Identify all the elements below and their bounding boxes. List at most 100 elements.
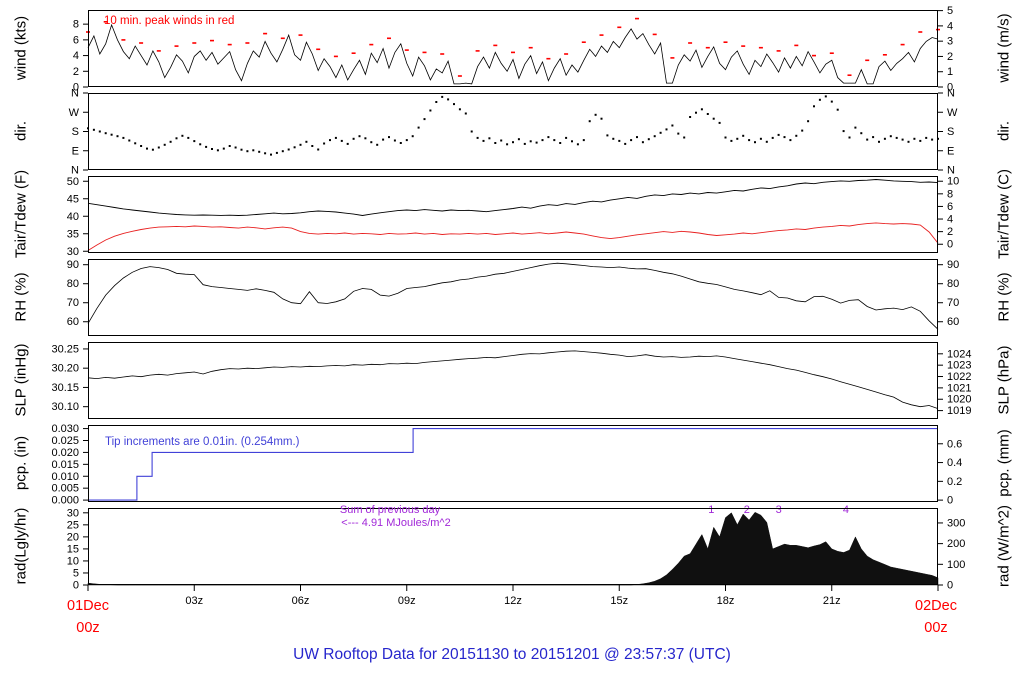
wind-direction-deg-point <box>612 137 615 140</box>
peak-wind-kts-point <box>351 52 356 54</box>
wind-direction-deg-point <box>393 139 396 142</box>
wind-direction-deg-point <box>346 142 349 145</box>
y-tick-label: 0 <box>947 239 953 251</box>
wind-direction-deg-point <box>299 143 302 146</box>
wind-direction-deg-point <box>435 101 438 103</box>
y-tick-label: 15 <box>67 543 79 555</box>
wind-direction-deg-point <box>240 148 243 151</box>
wind-direction-deg-point <box>151 148 154 151</box>
wind-direction-deg-point <box>901 138 904 141</box>
wind-direction-deg-point <box>352 137 355 140</box>
panel-frame <box>88 93 938 170</box>
y-tick-label: 0.025 <box>51 435 79 447</box>
y-tick-label: 30.10 <box>51 401 79 413</box>
peak-wind-kts-point <box>741 45 746 47</box>
wind-direction-deg-point <box>695 111 697 114</box>
peak-wind-kts-point <box>333 55 338 58</box>
wind-direction-deg-point <box>683 136 686 139</box>
wind-direction-deg-point <box>382 138 385 141</box>
y-tick-label: 90 <box>67 259 79 271</box>
wind-direction-deg-point <box>146 147 148 150</box>
wind-direction-deg-point <box>571 140 573 143</box>
wind-direction-deg-point <box>659 131 662 134</box>
y-tick-label: E <box>947 145 954 157</box>
x-tick-label: 12z <box>504 595 522 607</box>
start-hour: 00z <box>76 619 100 636</box>
wind-direction-deg-point <box>931 138 934 141</box>
y-tick-label: 0 <box>947 82 953 94</box>
wind-direction-deg-point <box>860 132 863 135</box>
peak-wind-kts-point <box>882 54 887 56</box>
wind-direction-deg-point <box>228 145 231 147</box>
wind-direction-deg-point <box>795 134 798 137</box>
y-tick-label: 45 <box>67 193 79 205</box>
rad-interval-marker: 4 <box>842 504 849 516</box>
rad-left-axis-title: rad(Lgly/hr) <box>12 507 30 585</box>
temperature-panel: 30 35 40 45 50 0 2 4 6 8 10 <box>67 176 960 258</box>
wind-direction-deg-point <box>512 141 514 144</box>
y-tick-label: 0.2 <box>947 476 962 488</box>
y-tick-label: 0 <box>947 495 953 507</box>
wind-direction-deg-point <box>104 132 107 135</box>
rh-right-axis-title: RH (%) <box>995 272 1013 322</box>
wind-direction-deg-point <box>883 137 886 140</box>
y-tick-label: 1019 <box>947 405 971 417</box>
y-tick-label: N <box>71 165 79 177</box>
wind-direction-deg-point <box>234 146 237 149</box>
y-tick-label: W <box>69 107 80 119</box>
wind-direction-deg-point <box>405 139 408 142</box>
wind-direction-deg-point <box>281 150 284 153</box>
y-tick-label: 30.25 <box>51 343 79 355</box>
wind-direction-deg-point <box>482 139 485 142</box>
peak-wind-kts-point <box>635 17 639 20</box>
wind-direction-deg-point <box>464 112 467 115</box>
y-tick-label: 0.000 <box>51 495 79 507</box>
y-tick-label: 10 <box>947 176 959 188</box>
y-tick-label: 0.6 <box>947 438 962 450</box>
panel-frame <box>88 259 938 336</box>
peak-wind-kts-point <box>546 57 551 60</box>
y-tick-label: 200 <box>947 538 965 550</box>
peak-wind-kts-point <box>617 26 622 29</box>
y-tick-label: 90 <box>947 259 959 271</box>
y-tick-label: W <box>947 107 958 119</box>
y-tick-label: 60 <box>947 316 959 328</box>
wind-direction-deg-point <box>559 142 562 144</box>
wind-direction-deg-point <box>134 142 137 145</box>
y-tick-label: 1 <box>947 66 953 78</box>
peak-wind-kts-point <box>688 42 693 44</box>
wind-direction-deg-point <box>712 117 715 120</box>
peak-wind-kts-point <box>139 42 144 44</box>
peak-wind-kts-point <box>263 32 268 35</box>
wind-direction-deg-point <box>517 138 520 141</box>
wind-direction-deg-point <box>706 113 709 115</box>
wind-direction-deg-point <box>759 137 762 140</box>
wind-direction-deg-point <box>630 139 633 142</box>
peak-wind-kts-point <box>440 53 445 55</box>
wind-direction-deg-point <box>98 130 101 133</box>
y-tick-label: 6 <box>947 201 953 213</box>
wind-direction-deg-point <box>700 108 703 111</box>
wind-direction-deg-point <box>458 108 461 111</box>
start-date: 01Dec <box>67 598 109 614</box>
y-tick-label: 1022 <box>947 371 971 383</box>
slp-plot: 30.10 30.15 30.20 30.25 10191020102110221023… <box>51 342 971 419</box>
wind-direction-deg-point <box>576 143 579 146</box>
wind-direction-deg-point <box>388 136 390 139</box>
series-tair-f <box>87 179 939 216</box>
end-date: 02Dec <box>915 598 957 614</box>
wind-direction-deg-point <box>547 136 550 139</box>
wind-direction-deg-point <box>665 128 668 131</box>
wind-direction-deg-point <box>529 140 532 143</box>
y-tick-label: 10 <box>67 555 79 567</box>
wind-direction-deg-point <box>399 142 402 144</box>
wind-direction-deg-point <box>765 140 768 143</box>
y-tick-label: 35 <box>67 228 79 240</box>
wind-direction-deg-point <box>807 120 810 123</box>
peak-wind-kts-point <box>670 57 675 59</box>
peak-wind-kts-point <box>475 50 480 52</box>
y-tick-label: 6 <box>73 34 79 46</box>
wind-direction-deg-point <box>724 136 727 139</box>
